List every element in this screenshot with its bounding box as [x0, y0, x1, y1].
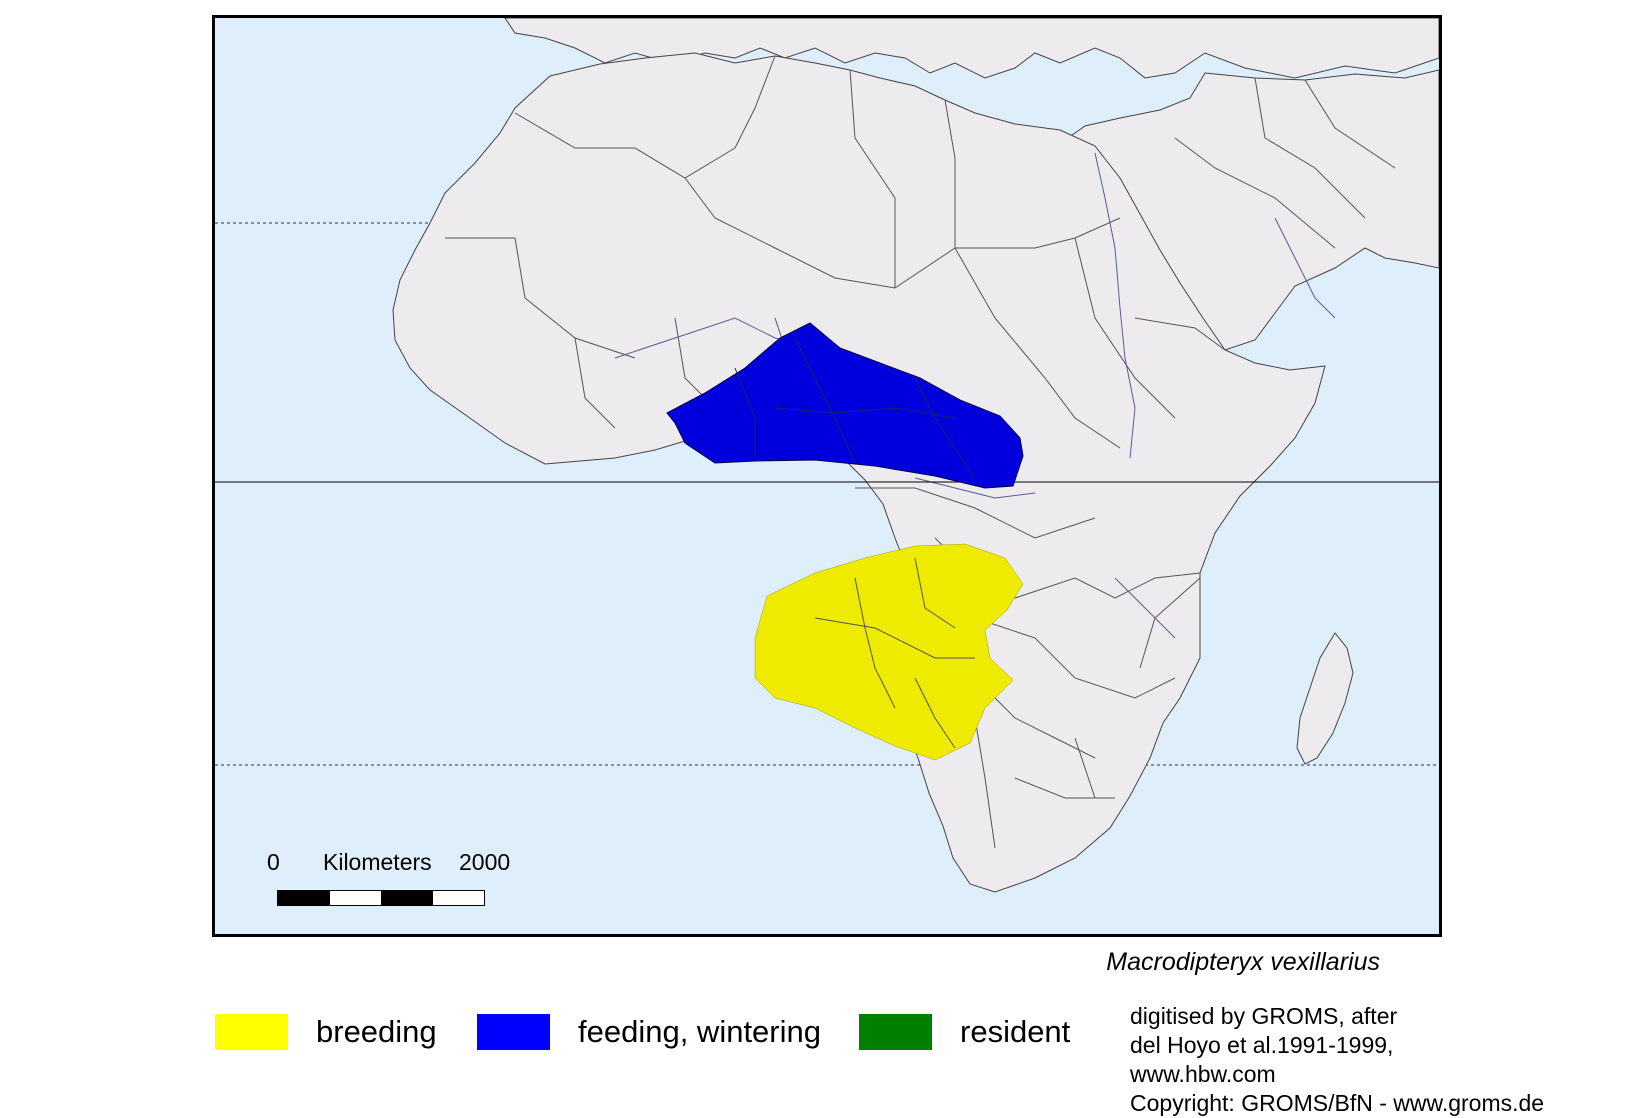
scale-segment-4 [432, 891, 484, 905]
feeding-swatch [477, 1014, 550, 1050]
feeding-range-borders [734, 337, 976, 479]
scale-segment-1 [278, 891, 330, 905]
credits-line-2: del Hoyo et al.1991-1999, [1130, 1032, 1394, 1058]
feeding-wintering-range [666, 322, 1024, 489]
scale-segment-2 [329, 891, 381, 905]
scale-unit-label: Kilometers [323, 849, 432, 875]
scale-end-label: 2000 [459, 849, 510, 875]
arabia-landmass [1064, 69, 1439, 351]
europe-landmass [504, 18, 1439, 79]
madagascar-landmass [1296, 632, 1354, 765]
range-map: 0 Kilometers 2000 [212, 15, 1442, 937]
scale-start-label: 0 [267, 849, 280, 875]
credits: digitised by GROMS, after del Hoyo et al… [1130, 1002, 1544, 1118]
legend-breeding: breeding [215, 1012, 437, 1052]
scale-bar [277, 890, 485, 906]
resident-swatch [859, 1014, 932, 1050]
resident-label: resident [960, 1014, 1071, 1049]
feeding-label: feeding, wintering [578, 1014, 821, 1049]
map-canvas: 0 Kilometers 2000 [215, 18, 1439, 893]
breeding-range-borders [814, 557, 975, 749]
credits-line-4: Copyright: GROMS/BfN - www.groms.de [1130, 1090, 1545, 1116]
rivers [614, 152, 1336, 639]
credits-line-1: digitised by GROMS, after [1130, 1003, 1398, 1029]
species-name: Macrodipteryx vexillarius [1106, 948, 1380, 976]
legend-resident: resident [859, 1012, 1070, 1052]
breeding-range [754, 543, 1024, 761]
africa-landmass [392, 52, 1326, 893]
scale-segment-3 [381, 891, 433, 905]
legend-feeding: feeding, wintering [477, 1012, 821, 1052]
breeding-label: breeding [316, 1014, 437, 1049]
credits-line-3: www.hbw.com [1130, 1061, 1276, 1087]
breeding-swatch [215, 1014, 288, 1050]
